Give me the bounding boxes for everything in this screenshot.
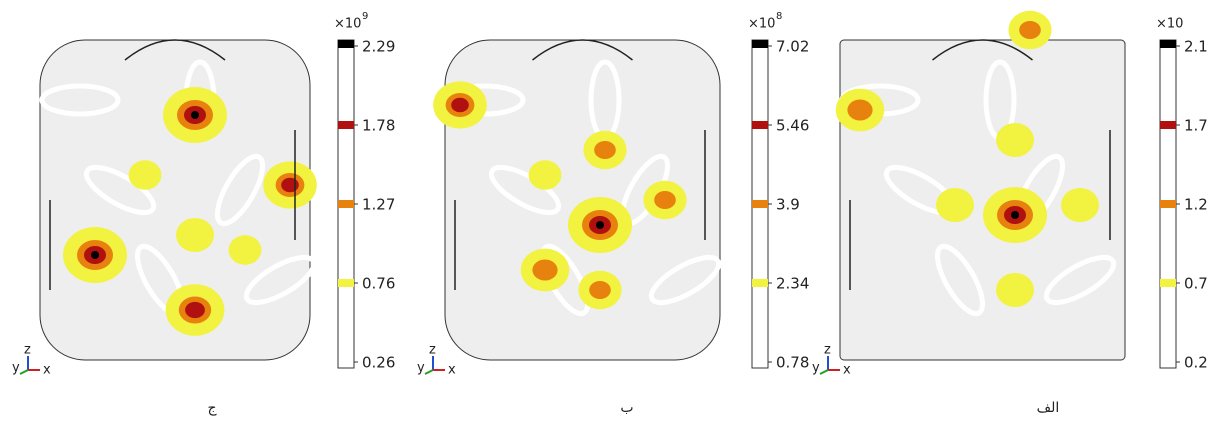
colorbar-label: 1.2: [1184, 196, 1208, 214]
colorbar-label: 1.7: [1184, 117, 1208, 135]
colorbar-label: 0.78: [776, 354, 809, 372]
axis-label: y: [12, 361, 20, 376]
hotspot: [1019, 21, 1041, 39]
hotspot: [185, 302, 205, 318]
colorbar-label: 2.1: [1184, 38, 1208, 56]
hotspot: [191, 111, 199, 119]
hotspot: [451, 98, 469, 112]
hotspot: [1011, 211, 1019, 219]
hotspot: [996, 123, 1034, 157]
hotspot: [229, 235, 262, 265]
panel: yzx 2.1 1.7 1.2 0.7 0.2 ×10 الف: [812, 11, 1208, 416]
colorbar-multiplier: ×10: [334, 17, 361, 32]
colorbar-label: 0.26: [362, 354, 395, 372]
hotspot: [654, 191, 676, 209]
colorbar-label: 3.9: [776, 196, 800, 214]
colorbar-label: 0.76: [362, 275, 395, 293]
colorbar-label: 0.2: [1184, 354, 1208, 372]
colorbar-band: [752, 121, 768, 129]
hotspot: [589, 281, 611, 299]
hotspot: [1061, 188, 1099, 222]
figure: yzx2.291.781.270.760.26×109جyzx7.025.463…: [0, 0, 1229, 422]
colorbar-multiplier: ×10: [748, 17, 775, 32]
axis-label: y: [417, 361, 425, 376]
colorbar-band: [752, 40, 768, 48]
hotspot: [91, 251, 99, 259]
colorbar-band: [1160, 121, 1176, 129]
panel-caption: الف: [1037, 400, 1060, 416]
colorbar-label: 1.78: [362, 117, 395, 135]
axis-label: x: [448, 363, 456, 378]
colorbar-exponent: 9: [362, 11, 368, 22]
hotspot: [281, 178, 299, 192]
colorbar-label: 0.7: [1184, 275, 1208, 293]
axis-arrow: [425, 370, 433, 374]
hotspot: [532, 260, 557, 281]
colorbar-exponent: 8: [776, 11, 782, 22]
colorbar-label: 1.27: [362, 196, 395, 214]
axis-arrow: [820, 370, 828, 374]
hotspot: [847, 100, 872, 121]
axis-label: y: [812, 361, 820, 376]
colorbar-band: [338, 40, 354, 48]
colorbar-band: [752, 279, 768, 287]
axis-label: x: [43, 363, 51, 378]
hotspot: [594, 141, 616, 159]
hotspot: [129, 160, 162, 190]
colorbar-band: [338, 279, 354, 287]
axis-label: x: [843, 363, 851, 378]
panel-caption: ج: [207, 400, 217, 416]
colorbar-label: 2.29: [362, 38, 395, 56]
colorbar-band: [1160, 40, 1176, 48]
colorbar-band: [1160, 200, 1176, 208]
colorbar-band: [338, 121, 354, 129]
axis-label: z: [429, 343, 436, 358]
colorbar-band: [338, 200, 354, 208]
axis-label: z: [824, 343, 831, 358]
hotspot: [529, 160, 562, 190]
hotspot: [996, 273, 1034, 307]
colorbar-label: 5.46: [776, 117, 809, 135]
colorbar-band: [1160, 279, 1176, 287]
panel-caption: ب: [620, 400, 633, 416]
colorbar-label: 2.34: [776, 275, 809, 293]
hotspot: [596, 221, 604, 229]
colorbar-multiplier: ×10: [1156, 17, 1183, 32]
axis-arrow: [20, 370, 28, 374]
colorbar-label: 7.02: [776, 38, 809, 56]
page: {"panels": [ {"caption": "ج", "multiplie…: [0, 0, 1229, 422]
hotspot: [936, 188, 974, 222]
hotspot: [176, 218, 214, 252]
colorbar-band: [752, 200, 768, 208]
axis-label: z: [24, 343, 31, 358]
